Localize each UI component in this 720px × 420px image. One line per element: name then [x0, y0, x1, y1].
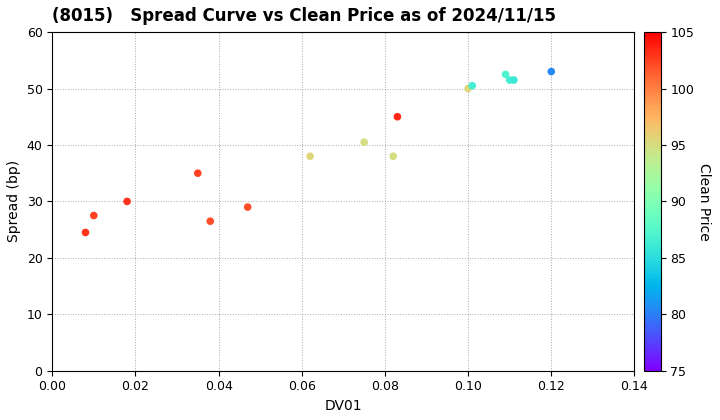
Point: [387, 153, 399, 160]
Point: [80, 229, 91, 236]
Point: [546, 68, 557, 75]
Point: [204, 218, 216, 225]
Point: [504, 77, 516, 84]
Point: [192, 170, 204, 176]
Y-axis label: Clean Price: Clean Price: [697, 163, 711, 240]
Point: [122, 198, 133, 205]
Point: [392, 113, 403, 120]
Point: [462, 85, 474, 92]
Point: [242, 204, 253, 210]
Text: (8015)   Spread Curve vs Clean Price as of 2024/11/15: (8015) Spread Curve vs Clean Price as of…: [53, 7, 557, 25]
Point: [508, 77, 520, 84]
X-axis label: DV01: DV01: [325, 399, 362, 413]
Point: [305, 153, 316, 160]
Point: [88, 212, 99, 219]
Point: [500, 71, 511, 78]
Point: [467, 82, 478, 89]
Y-axis label: Spread (bp): Spread (bp): [7, 160, 21, 242]
Point: [359, 139, 370, 145]
